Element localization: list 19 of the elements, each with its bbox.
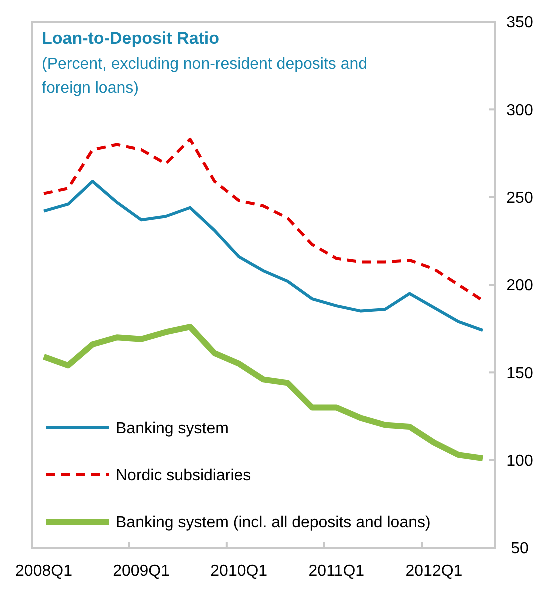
text: (Percent, excluding non-resident deposits and foreign loans) — [42, 56, 368, 97]
x-tick-label: 2012Q1 — [406, 563, 463, 580]
line-series — [42, 180, 484, 332]
x-tick-label: 2011Q1 — [308, 563, 365, 580]
legend-label: Banking system — [116, 420, 229, 438]
y-tick-label: 200 — [506, 278, 534, 295]
y-tick-label: 350 — [506, 14, 534, 32]
y-tick-label: 100 — [506, 452, 534, 470]
legend-label: Nordic subsidiaries — [116, 468, 252, 485]
y-tick-label: 150 — [506, 365, 534, 382]
x-tick-label: 2008Q1 — [16, 563, 73, 580]
x-tick-label: 2009Q1 — [113, 563, 170, 580]
x-tick-label: 2010Q1 — [210, 563, 268, 580]
chart-title: Loan-to-Deposit Ratio — [42, 29, 220, 48]
y-tick-label: 300 — [506, 102, 534, 120]
legend-label: Banking system (incl. all deposits and loans) — [116, 514, 431, 532]
y-tick-label: 50 — [511, 540, 529, 558]
y-tick-label: 250 — [506, 190, 534, 207]
line-series — [42, 138, 484, 302]
